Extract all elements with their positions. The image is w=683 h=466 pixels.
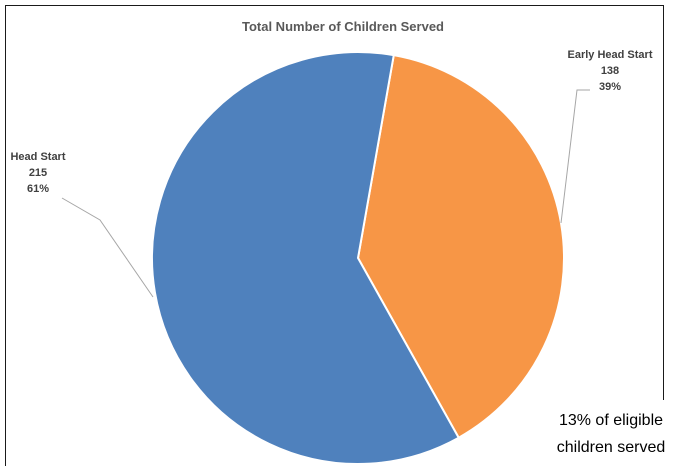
annotation-box: [530, 400, 670, 466]
slice-value-early-head-start: 138: [601, 65, 619, 77]
pie-slice-head-start: [151, 51, 461, 465]
leader-lines: [61, 89, 590, 298]
slice-percent-head-start: 61%: [27, 183, 49, 195]
annotation-line-1: 13% of eligible: [559, 412, 663, 429]
slice-label-head-start: Head Start: [10, 151, 65, 163]
leader-line-early-head-start: [560, 89, 590, 224]
annotation-line-2: children served: [557, 439, 666, 456]
data-label-head-start: Head Start 215 61%: [10, 151, 65, 195]
data-label-early-head-start: Early Head Start 138 39%: [568, 49, 653, 93]
leader-line-head-start: [61, 197, 154, 298]
slice-label-early-head-start: Early Head Start: [568, 49, 653, 61]
pie-slice-early-head-start: [356, 53, 565, 440]
pie-slices: [151, 51, 565, 465]
chart-title: Total Number of Children Served: [242, 19, 444, 34]
slice-percent-early-head-start: 39%: [599, 81, 621, 93]
slice-value-head-start: 215: [29, 167, 47, 179]
